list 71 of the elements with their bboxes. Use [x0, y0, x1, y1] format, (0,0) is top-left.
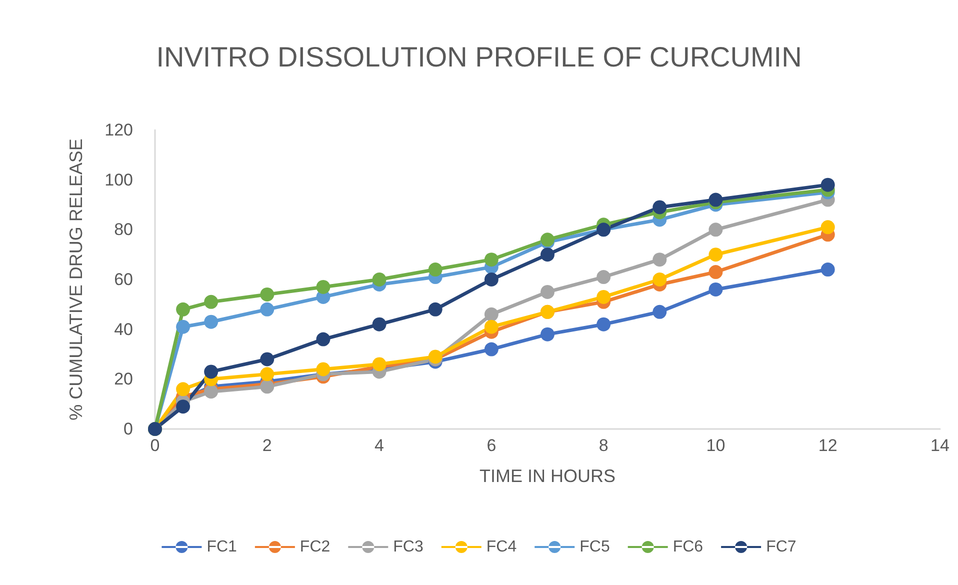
point: [204, 294, 218, 309]
point: [316, 362, 330, 376]
point: [260, 367, 274, 382]
point: [428, 302, 442, 316]
y-tick-label: 80: [114, 220, 133, 240]
x-tick-label: 10: [706, 436, 726, 455]
point: [260, 287, 274, 302]
x-tick-label: 2: [262, 436, 272, 455]
point: [372, 357, 386, 372]
point: [428, 262, 442, 277]
legend-label: FC4: [486, 538, 517, 556]
point: [204, 384, 218, 399]
point: [204, 364, 218, 379]
point: [540, 327, 554, 342]
legend-label: FC1: [206, 538, 238, 556]
point: [260, 380, 274, 394]
point: [540, 232, 554, 247]
point: [652, 252, 667, 267]
legend-label: FC5: [580, 538, 610, 556]
point: [260, 302, 274, 316]
point: [652, 304, 667, 319]
point: [540, 284, 554, 299]
point: [708, 248, 723, 262]
point: [708, 282, 723, 296]
point: [596, 290, 611, 304]
x-tick-label: 14: [930, 436, 950, 455]
y-tick-label: 120: [104, 120, 133, 140]
point: [176, 400, 190, 414]
point: [316, 332, 330, 346]
point: [372, 317, 386, 332]
legend-label: FC3: [393, 538, 424, 556]
point: [820, 220, 835, 234]
y-tick-label: 20: [114, 370, 133, 389]
y-axis-title: % CUMULATIVE DRUG RELEASE: [66, 138, 86, 420]
point: [540, 248, 554, 262]
legend-label: FC2: [300, 538, 330, 556]
y-tick-label: 100: [104, 170, 133, 190]
point: [260, 352, 274, 366]
chart-title: INVITRO DISSOLUTION PROFILE OF CURCUMIN: [156, 42, 802, 72]
point: [820, 262, 835, 277]
point: [316, 280, 330, 294]
x-tick-label: 12: [818, 436, 838, 455]
point: [484, 272, 498, 286]
y-tick-label: 40: [114, 320, 133, 339]
point: [820, 178, 835, 192]
point: [428, 350, 442, 364]
x-tick-label: 4: [374, 436, 384, 455]
x-tick-label: 6: [486, 436, 496, 455]
point: [708, 265, 723, 280]
legend-label: FC7: [766, 538, 796, 556]
point: [176, 302, 190, 316]
legend-label: FC6: [672, 538, 704, 556]
point: [652, 200, 667, 214]
point: [372, 272, 386, 286]
point: [596, 270, 611, 284]
y-tick-label: 60: [114, 270, 133, 289]
point: [484, 342, 498, 356]
point: [708, 192, 723, 207]
x-tick-label: 0: [150, 436, 160, 455]
x-axis-title: TIME IN HOURS: [479, 466, 616, 486]
point: [484, 307, 498, 322]
point: [708, 222, 723, 237]
point: [484, 320, 498, 334]
point: [484, 252, 498, 267]
x-tick-label: 8: [598, 436, 608, 455]
point: [596, 317, 611, 332]
y-tick-label: 0: [124, 420, 133, 438]
point: [176, 382, 190, 396]
point: [176, 320, 190, 334]
point: [652, 272, 667, 286]
point: [204, 314, 218, 329]
